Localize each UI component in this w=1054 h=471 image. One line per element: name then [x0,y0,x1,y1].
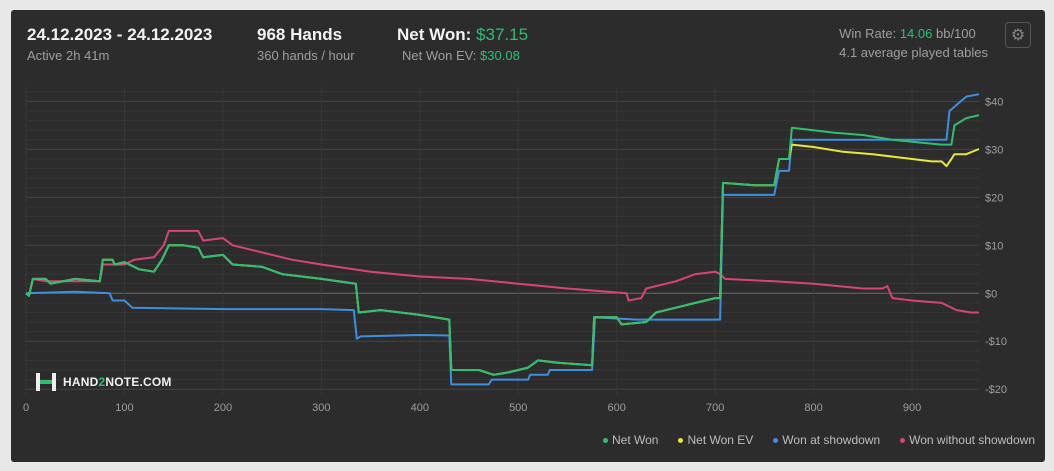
legend-dot [900,437,906,443]
legend-label: Won without showdown [909,433,1035,447]
x-tick-label: 500 [509,402,527,414]
net-won-block: Net Won: $37.15 Net Won EV: $30.08 [397,25,528,63]
x-tick-label: 700 [706,402,724,414]
y-axis-ticks: -$20 -$10 $0 $10 $20 $30 $40 [985,96,1007,396]
settings-button[interactable]: ⚙ [1005,22,1031,48]
logo-text-post: NOTE.COM [105,375,172,389]
series-lines [25,93,980,386]
gear-icon: ⚙ [1010,27,1026,44]
x-tick-label: 600 [608,402,626,414]
legend-item-won-at-showdown[interactable]: Won at showdown [773,433,880,447]
legend-dot [603,437,609,443]
win-rate-row: Win Rate: 14.06 bb/100 [839,26,988,41]
net-won-value: $37.15 [476,25,529,44]
x-tick-label: 0 [23,402,29,414]
y-tick-label: $0 [985,288,997,300]
legend-label: Won at showdown [782,433,881,447]
legend-dot [773,437,779,443]
x-tick-label: 100 [115,402,133,414]
net-won-ev-label: Net Won EV: [402,48,477,63]
legend-item-won-without-showdown[interactable]: Won without showdown [900,433,1035,447]
legend-item-net-won-ev[interactable]: Net Won EV [678,433,753,447]
date-range-block: 24.12.2023 - 24.12.2023 Active 2h 41m [27,25,212,63]
x-tick-label: 200 [214,402,232,414]
y-tick-label: -$10 [985,336,1007,348]
active-time: Active 2h 41m [27,48,110,63]
y-tick-label: $30 [985,144,1003,156]
legend-label: Net Won EV [687,433,754,447]
legend-dot [678,437,684,443]
y-tick-label: $40 [985,96,1003,108]
x-tick-label: 400 [411,402,429,414]
series-line-won-without-showdown [25,229,979,314]
legend-label: Net Won [612,433,659,447]
net-won-ev-value: $30.08 [480,48,520,63]
net-won-row: Net Won: $37.15 [397,25,528,45]
y-tick-label: -$20 [985,384,1007,396]
net-won-ev-row: Net Won EV: $30.08 [397,48,528,63]
hands-block: 968 Hands 360 hands / hour [257,25,355,63]
net-won-label: Net Won: [397,25,472,44]
y-tick-label: $10 [985,240,1003,252]
win-rate-label: Win Rate: [839,26,897,41]
win-rate-block: Win Rate: 14.06 bb/100 4.1 average playe… [839,26,988,60]
win-rate-unit: bb/100 [935,26,976,41]
x-axis-ticks: 0 100 200 300 400 500 600 700 800 900 [23,402,921,414]
logo-text: HAND2NOTE.COM [63,375,172,389]
x-tick-label: 800 [804,402,822,414]
date-range: 24.12.2023 - 24.12.2023 [27,25,213,44]
hands-count: 968 Hands [257,25,343,44]
x-tick-label: 900 [903,402,921,414]
win-rate-value: 14.06 [899,26,933,41]
logo-text-mid: 2 [98,375,106,389]
logo-text-pre: HAND [63,375,99,389]
series-line-net-won-ev [25,143,980,376]
chart-panel: 24.12.2023 - 24.12.2023 Active 2h 41m 96… [11,10,1045,462]
chart-legend: Net Won Net Won EV Won at showdown Won with… [603,433,1035,447]
y-tick-label: $20 [985,192,1003,204]
avg-tables: 4.1 average played tables [839,45,988,60]
chart-svg: -$20 -$10 $0 $10 $20 $30 $40 0 100 200 300 400 500 6… [23,87,1007,414]
hand2note-logo: HAND2NOTE.COM [35,371,172,393]
series-line-net-won [25,114,980,376]
hands-per-hour: 360 hands / hour [257,48,355,63]
hand2note-logo-icon [36,373,56,391]
legend-item-net-won[interactable]: Net Won [603,433,658,447]
series-line-won-at-showdown [25,93,980,386]
x-tick-label: 300 [312,402,330,414]
